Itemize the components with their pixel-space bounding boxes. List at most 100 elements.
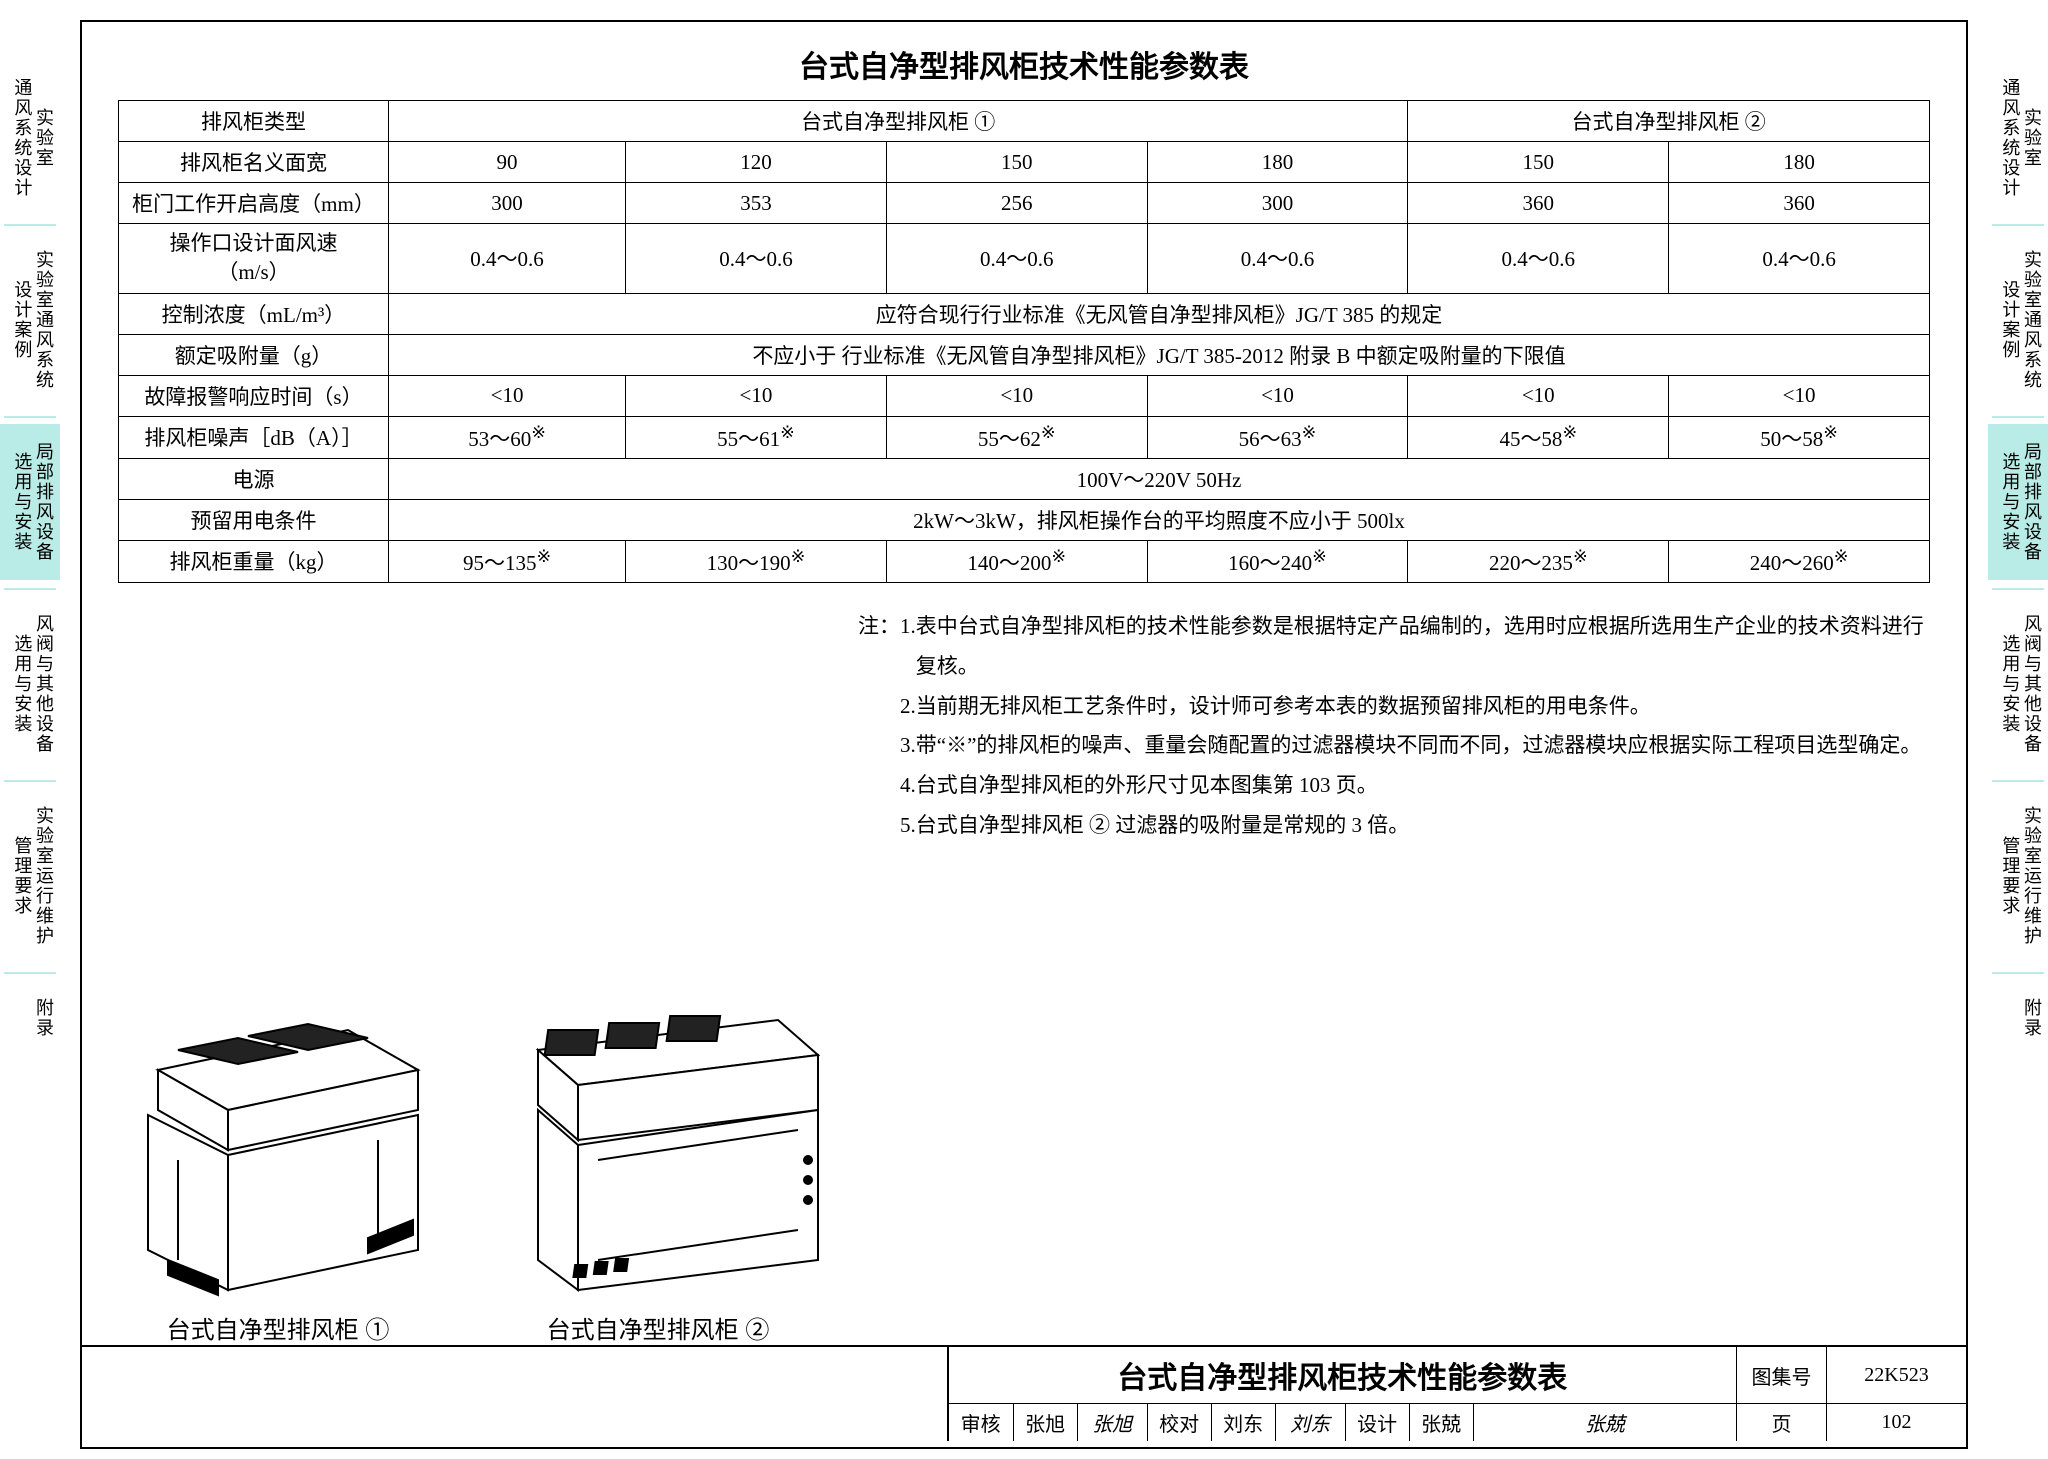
row-label: 操作口设计面风速（m/s） (119, 224, 389, 294)
page-value: 102 (1826, 1404, 1966, 1441)
cabinet-1-icon (118, 960, 438, 1300)
design-name: 张兢 (1409, 1404, 1473, 1441)
tab-label: 风阀与其他设备选用与安装 (1994, 614, 2042, 754)
tab-label: 附录 (1994, 998, 2042, 1038)
cabinet-2-icon (478, 960, 838, 1300)
cell: 0.4～0.6 (886, 224, 1147, 294)
cell: 360 (1408, 183, 1669, 224)
cell: <10 (1147, 375, 1408, 416)
titleblock-title: 台式自净型排风柜技术性能参数表 (949, 1347, 1736, 1403)
design-signature: 张兢 (1473, 1404, 1736, 1441)
tab-1[interactable]: 实验室通风系统设计 (1988, 60, 2048, 216)
cell-merged: 应符合现行行业标准《无风管自净型排风柜》JG/T 385 的规定 (389, 293, 1930, 334)
note-prefix: 注：1. (858, 607, 916, 687)
tab-label: 实验室运行维护管理要求 (1994, 806, 2042, 946)
row-label: 电源 (119, 458, 389, 499)
cell: 0.4～0.6 (389, 224, 626, 294)
note-text: 台式自净型排风柜的外形尺寸见本图集第 103 页。 (916, 766, 1930, 806)
figure-1: 台式自净型排风柜 ① (118, 960, 438, 1345)
row-label: 控制浓度（mL/m³） (119, 293, 389, 334)
row-label: 故障报警响应时间（s） (119, 375, 389, 416)
cell-type1: 台式自净型排风柜 ① (389, 101, 1408, 142)
cell: <10 (886, 375, 1147, 416)
cell: 120 (626, 142, 887, 183)
check-name: 刘东 (1211, 1404, 1275, 1441)
title-block: 台式自净型排风柜技术性能参数表 图集号 22K523 审核 张旭 张旭 校对 刘… (82, 1345, 1966, 1441)
table-row: 额定吸附量（g） 不应小于 行业标准《无风管自净型排风柜》JG/T 385-20… (119, 334, 1930, 375)
cell: 0.4～0.6 (1408, 224, 1669, 294)
cell: 256 (886, 183, 1147, 224)
tab-1[interactable]: 实验室通风系统设计 (0, 60, 60, 216)
note-item: 5. 台式自净型排风柜 ② 过滤器的吸附量是常规的 3 倍。 (858, 806, 1930, 846)
cell: 95～135※ (389, 540, 626, 582)
review-label: 审核 (949, 1404, 1013, 1441)
cell-merged: 100V～220V 50Hz (389, 458, 1930, 499)
table-row: 排风柜噪声［dB（A）］ 53～60※ 55～61※ 55～62※ 56～63※… (119, 416, 1930, 458)
notes: 注：1. 表中台式自净型排风柜的技术性能参数是根据特定产品编制的，选用时应根据所… (858, 603, 1930, 1345)
cell: <10 (389, 375, 626, 416)
tab-label: 实验室运行维护管理要求 (6, 806, 54, 946)
tab-label: 局部排风设备选用与安装 (1994, 442, 2042, 562)
cell: 180 (1669, 142, 1930, 183)
tab-2[interactable]: 实验室通风系统设计案例 (0, 232, 60, 408)
note-number: 3. (858, 726, 916, 766)
cell: 240～260※ (1669, 540, 1930, 582)
table-row: 故障报警响应时间（s） <10 <10 <10 <10 <10 <10 (119, 375, 1930, 416)
row-label: 预留用电条件 (119, 499, 389, 540)
tab-4[interactable]: 风阀与其他设备选用与安装 (1988, 596, 2048, 772)
cell: 0.4～0.6 (1669, 224, 1930, 294)
table-row: 排风柜名义面宽 90 120 150 180 150 180 (119, 142, 1930, 183)
tab-label: 实验室通风系统设计 (1994, 78, 2042, 198)
tab-label: 实验室通风系统设计 (6, 78, 54, 198)
cell: 53～60※ (389, 416, 626, 458)
tab-separator (4, 416, 56, 418)
tab-label: 实验室通风系统设计案例 (1994, 250, 2042, 390)
tab-separator (1992, 588, 2044, 590)
tab-6[interactable]: 附录 (1988, 980, 2048, 1056)
cell: 220～235※ (1408, 540, 1669, 582)
tab-3[interactable]: 局部排风设备选用与安装 (1988, 424, 2048, 580)
table-row: 操作口设计面风速（m/s） 0.4～0.6 0.4～0.6 0.4～0.6 0.… (119, 224, 1930, 294)
lower-section: 台式自净型排风柜 ① (118, 603, 1930, 1345)
page: 实验室通风系统设计 实验室通风系统设计案例 局部排风设备选用与安装 风阀与其他设… (0, 0, 2048, 1459)
tab-6[interactable]: 附录 (0, 980, 60, 1056)
note-item: 4. 台式自净型排风柜的外形尺寸见本图集第 103 页。 (858, 766, 1930, 806)
tab-separator (1992, 416, 2044, 418)
atlas-label: 图集号 (1736, 1347, 1826, 1403)
cell: 360 (1669, 183, 1930, 224)
note-number: 2. (858, 687, 916, 727)
tab-5[interactable]: 实验室运行维护管理要求 (1988, 788, 2048, 964)
table-row: 排风柜重量（kg） 95～135※ 130～190※ 140～200※ 160～… (119, 540, 1930, 582)
tab-separator (1992, 780, 2044, 782)
cell: 300 (389, 183, 626, 224)
cell: <10 (1408, 375, 1669, 416)
atlas-value: 22K523 (1826, 1347, 1966, 1403)
figures: 台式自净型排风柜 ① (118, 603, 838, 1345)
page-label: 页 (1736, 1404, 1826, 1441)
main-content: 台式自净型排风柜技术性能参数表 排风柜类型 台式自净型排风柜 ① 台式自净型排风… (60, 0, 1988, 1459)
spec-table: 排风柜类型 台式自净型排风柜 ① 台式自净型排风柜 ② 排风柜名义面宽 90 1… (118, 100, 1930, 583)
review-signature: 张旭 (1077, 1404, 1147, 1441)
cell: 130～190※ (626, 540, 887, 582)
tab-3[interactable]: 局部排风设备选用与安装 (0, 424, 60, 580)
tab-4[interactable]: 风阀与其他设备选用与安装 (0, 596, 60, 772)
note-text: 表中台式自净型排风柜的技术性能参数是根据特定产品编制的，选用时应根据所选用生产企… (916, 607, 1930, 687)
tab-5[interactable]: 实验室运行维护管理要求 (0, 788, 60, 964)
check-label: 校对 (1147, 1404, 1211, 1441)
cell: 90 (389, 142, 626, 183)
note-text: 台式自净型排风柜 ② 过滤器的吸附量是常规的 3 倍。 (916, 806, 1930, 846)
row-label: 额定吸附量（g） (119, 334, 389, 375)
cell-merged: 不应小于 行业标准《无风管自净型排风柜》JG/T 385-2012 附录 B 中… (389, 334, 1930, 375)
left-tab-strip: 实验室通风系统设计 实验室通风系统设计案例 局部排风设备选用与安装 风阀与其他设… (0, 0, 60, 1459)
cell: 140～200※ (886, 540, 1147, 582)
cell: 150 (886, 142, 1147, 183)
row-label: 排风柜名义面宽 (119, 142, 389, 183)
cell: 180 (1147, 142, 1408, 183)
cell: 150 (1408, 142, 1669, 183)
titleblock-right: 台式自净型排风柜技术性能参数表 图集号 22K523 审核 张旭 张旭 校对 刘… (949, 1347, 1966, 1441)
tab-2[interactable]: 实验室通风系统设计案例 (1988, 232, 2048, 408)
note-item: 3. 带“※”的排风柜的噪声、重量会随配置的过滤器模块不同而不同，过滤器模块应根… (858, 726, 1930, 766)
tab-separator (4, 224, 56, 226)
right-tab-strip: 实验室通风系统设计 实验室通风系统设计案例 局部排风设备选用与安装 风阀与其他设… (1988, 0, 2048, 1459)
tab-separator (1992, 972, 2044, 974)
